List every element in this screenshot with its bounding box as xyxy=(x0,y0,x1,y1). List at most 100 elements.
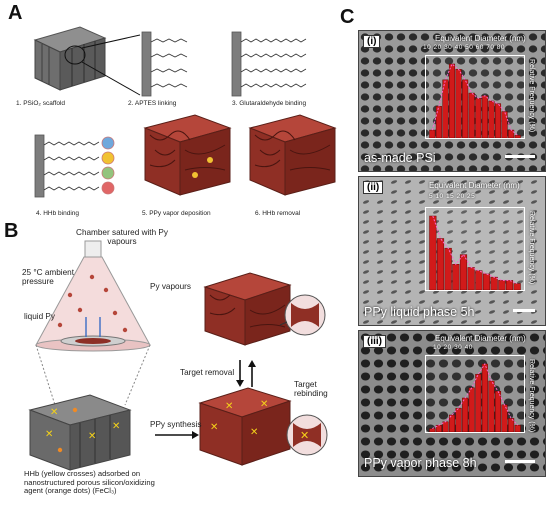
histogram-svg xyxy=(429,362,521,432)
micrograph-caption: as-made PSi xyxy=(364,151,436,165)
ppy-synthesis-label: PPy synthesis xyxy=(150,420,202,429)
hhb-note: HHb (yellow crosses) adsorbed on nanostr… xyxy=(24,469,155,496)
porous-silicon-block: ✕ ✕ ✕ ✕ xyxy=(28,394,132,471)
panel-a-illustration xyxy=(33,26,337,198)
micrograph-index-label: (i) xyxy=(363,35,381,48)
target-rebinding-label: Target rebinding xyxy=(294,380,328,399)
panel-b-label: B xyxy=(4,220,19,242)
histogram-bar xyxy=(468,387,475,432)
histogram-title: Equivalent Diameter (nm) xyxy=(435,34,526,43)
histogram-bar xyxy=(490,276,498,290)
histogram-bar xyxy=(452,264,460,290)
histogram-bar xyxy=(508,418,515,432)
histogram-bar xyxy=(508,129,515,138)
histogram-bar xyxy=(475,98,482,138)
histogram-bar xyxy=(488,100,495,138)
step-2-label: 2. APTES linking xyxy=(128,100,177,107)
histogram-bar xyxy=(514,424,521,432)
svg-text:✕: ✕ xyxy=(112,421,120,432)
step-5-label: 5. PPy vapor deposition xyxy=(142,210,211,217)
histogram-bar xyxy=(501,404,508,432)
imprinted-ppy-block xyxy=(203,272,326,346)
histogram-bar xyxy=(435,106,442,138)
svg-text:✕: ✕ xyxy=(260,399,268,410)
micrograph-index-label: (iii) xyxy=(363,335,386,348)
histogram-bar xyxy=(429,129,436,138)
svg-text:✕: ✕ xyxy=(50,407,58,418)
svg-text:✕: ✕ xyxy=(45,429,53,440)
histogram-svg xyxy=(429,215,521,290)
py-vapours-label: Py vapours xyxy=(150,282,191,291)
histogram-bar xyxy=(468,92,475,138)
histogram-as-made-psi xyxy=(425,55,525,139)
histogram-ticks: 5 10 15 20 25 xyxy=(429,193,476,200)
histogram-bar xyxy=(505,280,514,290)
histogram-bar xyxy=(513,283,521,290)
histogram-bar xyxy=(481,95,488,138)
chamber-label: Chamber satured with Py vapours xyxy=(76,228,168,247)
histogram-bar xyxy=(494,103,502,138)
scale-bar xyxy=(505,155,535,158)
histogram-bar xyxy=(475,270,483,290)
step-3-label: 3. Glutaraldehyde binding xyxy=(232,100,307,107)
histogram-ylabel: Relative Frequency (%) xyxy=(528,59,535,133)
histogram-bar xyxy=(455,407,462,432)
psio2-scaffold-cube xyxy=(33,26,141,96)
micrograph-ppy-liquid: (ii) Equivalent Diameter (nm) 5 10 15 20… xyxy=(358,176,546,326)
histogram-bar xyxy=(481,363,488,432)
step-4-label: 4. HHb binding xyxy=(36,210,79,217)
histogram-svg xyxy=(429,63,521,138)
svg-text:✕: ✕ xyxy=(210,422,218,433)
histogram-fit-curve xyxy=(431,63,519,136)
histogram-bar xyxy=(488,380,495,432)
histogram-ppy-vapor xyxy=(425,355,525,433)
histogram-bar xyxy=(429,215,437,290)
svg-text:✕: ✕ xyxy=(88,431,96,442)
histogram-bar xyxy=(494,390,502,432)
histogram-bar xyxy=(436,238,445,290)
step-6-label: 6. HHb removal xyxy=(255,210,301,217)
scale-bar xyxy=(505,460,535,463)
histogram-ticks: 10 20 30 40 50 60 70 80 xyxy=(423,44,505,51)
histogram-bar xyxy=(475,373,482,432)
glutaraldehyde-binding-diagram xyxy=(231,31,307,97)
panel-a-label: A xyxy=(8,2,23,24)
histogram-bar xyxy=(514,135,521,138)
svg-text:✕: ✕ xyxy=(250,427,258,438)
histogram-bar xyxy=(429,428,436,432)
micrograph-ppy-vapor: (iii) Equivalent Diameter (nm) 10 20 30 … xyxy=(358,330,546,477)
histogram-bar xyxy=(482,273,491,290)
histogram-bar xyxy=(462,397,469,432)
reaction-flask xyxy=(35,240,151,406)
svg-text:✕: ✕ xyxy=(225,401,233,412)
micrograph-as-made-psi: (i) Equivalent Diameter (nm) 10 20 30 40… xyxy=(358,30,546,172)
histogram-bar xyxy=(462,79,469,138)
histogram-ppy-liquid xyxy=(425,207,525,291)
panel-c-label: C xyxy=(340,6,355,28)
panel-b-illustration: ✕ ✕ ✕ ✕ ✕ ✕ ✕ ✕ ✕ xyxy=(28,240,328,471)
liquid-py-label: liquid Py xyxy=(24,312,55,321)
micrograph-caption: PPy vapor phase 8h xyxy=(364,456,477,470)
histogram-bar xyxy=(498,280,506,290)
histogram-ticks: 10 20 30 40 xyxy=(433,344,473,351)
micrograph-caption: PPy liquid phase 5h xyxy=(364,305,475,319)
histogram-bar xyxy=(459,254,468,290)
histogram-fit-curve xyxy=(432,215,518,285)
aptes-linking-diagram xyxy=(141,31,188,97)
scale-bar xyxy=(513,309,535,312)
ppy-coated-cube-step5 xyxy=(143,114,232,196)
histogram-ylabel: Relative Frequency (%) xyxy=(528,211,535,285)
conditions-label: 25 °C ambient pressure xyxy=(22,268,74,287)
step-1-label: 1. PSiO₂ scaffold xyxy=(16,100,66,107)
histogram-title: Equivalent Diameter (nm) xyxy=(429,181,520,190)
ppy-coated-cube-step6 xyxy=(248,114,337,196)
histogram-bar xyxy=(501,111,508,138)
micrograph-index-label: (ii) xyxy=(363,181,384,194)
target-removal-label: Target removal xyxy=(180,368,235,377)
histogram-title: Equivalent Diameter (nm) xyxy=(435,334,526,343)
svg-text:✕: ✕ xyxy=(300,429,309,442)
histogram-bar xyxy=(467,267,475,290)
histogram-bar xyxy=(442,79,449,138)
hhb-binding-diagram xyxy=(34,134,115,198)
histogram-ylabel: Relative Frequency (%) xyxy=(528,359,535,433)
